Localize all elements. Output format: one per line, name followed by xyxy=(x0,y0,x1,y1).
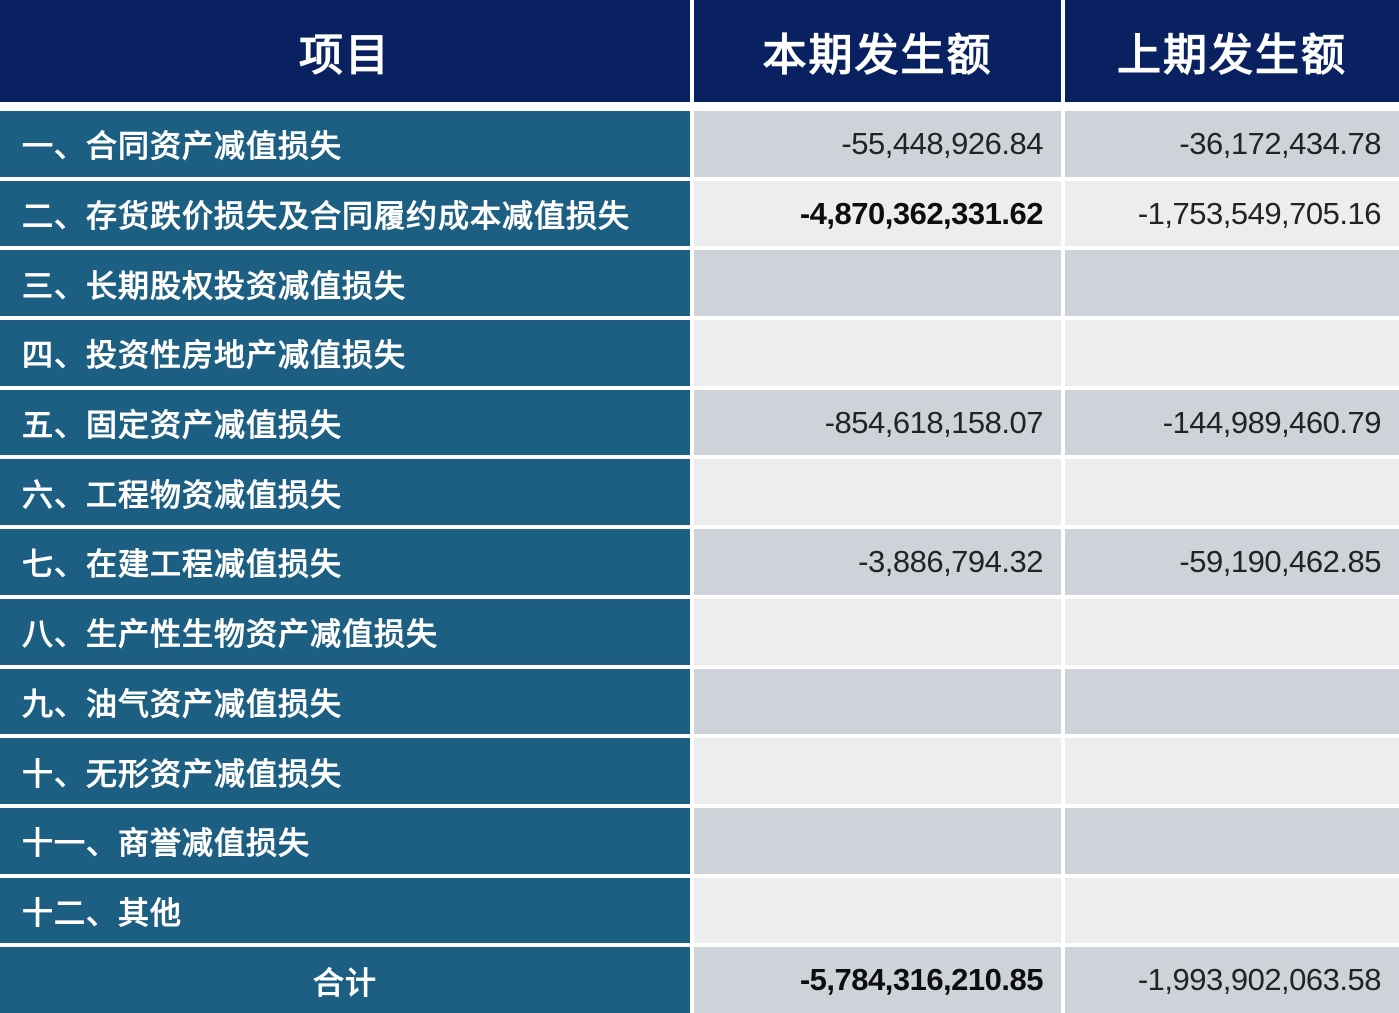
current-amount-cell xyxy=(694,320,1061,386)
current-amount-cell xyxy=(694,250,1061,317)
prior-amount-cell xyxy=(1065,877,1399,944)
prior-amount-cell: -1,753,549,705.16 xyxy=(1065,180,1399,247)
prior-amount-cell xyxy=(1065,320,1399,386)
prior-amount-cell xyxy=(1065,459,1399,526)
current-amount-cell xyxy=(694,807,1061,874)
column-header-item: 项目 xyxy=(0,0,690,107)
row-label-cell: 四、投资性房地产减值损失 xyxy=(0,320,690,386)
current-amount-cell: -55,448,926.84 xyxy=(694,111,1061,177)
total-current-amount-cell: -5,784,316,210.85 xyxy=(694,947,1061,1013)
row-label-cell: 十二、其他 xyxy=(0,877,690,944)
prior-amount-cell: -36,172,434.78 xyxy=(1065,111,1399,177)
row-label-cell: 三、长期股权投资减值损失 xyxy=(0,250,690,317)
current-amount-cell xyxy=(694,459,1061,526)
current-amount-cell xyxy=(694,668,1061,735)
row-label-cell: 十一、商誉减值损失 xyxy=(0,807,690,874)
row-label-cell: 六、工程物资减值损失 xyxy=(0,459,690,526)
row-label-cell: 十、无形资产减值损失 xyxy=(0,738,690,804)
row-label-cell: 一、合同资产减值损失 xyxy=(0,111,690,177)
row-label-cell: 五、固定资产减值损失 xyxy=(0,389,690,456)
prior-amount-cell: -59,190,462.85 xyxy=(1065,529,1399,595)
row-label-cell: 七、在建工程减值损失 xyxy=(0,529,690,595)
prior-amount-cell xyxy=(1065,250,1399,317)
current-amount-cell xyxy=(694,877,1061,944)
current-amount-cell xyxy=(694,738,1061,804)
column-header-current-period: 本期发生额 xyxy=(694,0,1061,107)
prior-amount-cell xyxy=(1065,738,1399,804)
prior-amount-cell xyxy=(1065,807,1399,874)
prior-amount-cell xyxy=(1065,668,1399,735)
column-header-prior-period: 上期发生额 xyxy=(1065,0,1399,107)
current-amount-cell: -854,618,158.07 xyxy=(694,389,1061,456)
total-row-label: 合计 xyxy=(0,947,690,1013)
current-amount-cell: -3,886,794.32 xyxy=(694,529,1061,595)
total-prior-amount-cell: -1,993,902,063.58 xyxy=(1065,947,1399,1013)
current-amount-cell: -4,870,362,331.62 xyxy=(694,180,1061,247)
row-label-cell: 八、生产性生物资产减值损失 xyxy=(0,598,690,665)
prior-amount-cell: -144,989,460.79 xyxy=(1065,389,1399,456)
prior-amount-cell xyxy=(1065,598,1399,665)
row-label-cell: 九、油气资产减值损失 xyxy=(0,668,690,735)
row-label-cell: 二、存货跌价损失及合同履约成本减值损失 xyxy=(0,180,690,247)
current-amount-cell xyxy=(694,598,1061,665)
